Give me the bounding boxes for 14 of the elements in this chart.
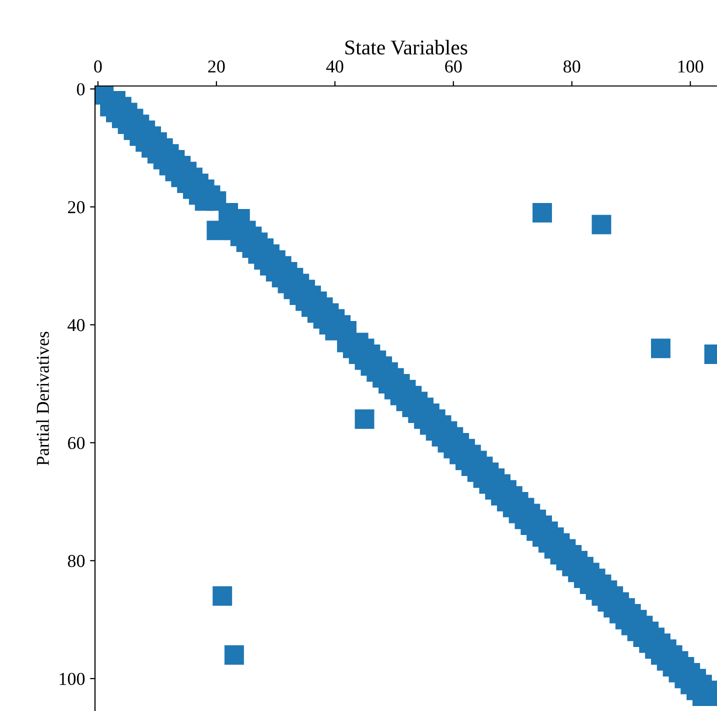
x-tick-label: 60: [445, 60, 462, 73]
x-tick-label: 20: [208, 60, 225, 73]
x-tick-label: 80: [564, 60, 580, 73]
y-axis-title: Partial Derivatives: [36, 332, 49, 466]
y-tick-label: 100: [60, 672, 85, 686]
y-tick-label: 80: [68, 554, 85, 568]
y-tick-label: 40: [68, 319, 85, 332]
x-tick-label: 40: [326, 60, 344, 73]
y-tick-label: 20: [68, 201, 85, 214]
y-tick-label: 60: [68, 436, 85, 450]
y-tick-label: 0: [76, 83, 85, 96]
x-tick-label: 100: [678, 60, 704, 73]
x-axis-title: State Variables: [345, 40, 468, 55]
x-tick-label: 0: [94, 60, 102, 73]
